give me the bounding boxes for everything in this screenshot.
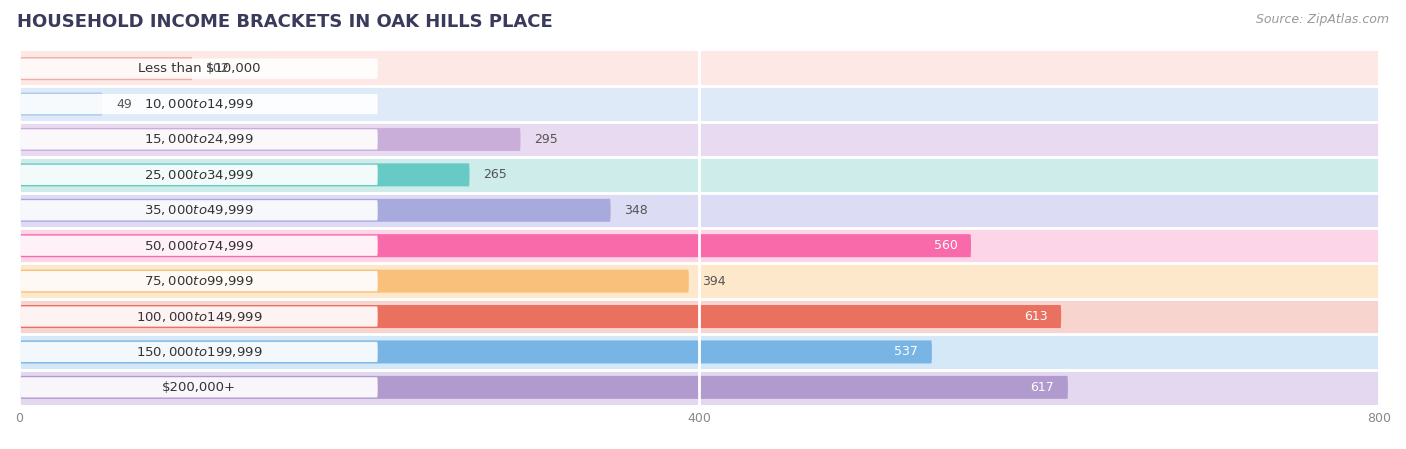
FancyBboxPatch shape <box>20 57 193 80</box>
FancyBboxPatch shape <box>21 94 378 114</box>
Text: 617: 617 <box>1031 381 1054 394</box>
Text: $25,000 to $34,999: $25,000 to $34,999 <box>145 168 254 182</box>
FancyBboxPatch shape <box>21 129 378 150</box>
FancyBboxPatch shape <box>20 92 103 115</box>
Text: 613: 613 <box>1024 310 1047 323</box>
Text: 49: 49 <box>115 97 132 110</box>
FancyBboxPatch shape <box>21 200 378 220</box>
FancyBboxPatch shape <box>20 163 470 186</box>
Text: 394: 394 <box>703 275 725 288</box>
FancyBboxPatch shape <box>21 165 378 185</box>
Text: 537: 537 <box>894 345 918 358</box>
FancyBboxPatch shape <box>21 271 378 291</box>
FancyBboxPatch shape <box>20 199 610 222</box>
FancyBboxPatch shape <box>20 269 689 293</box>
FancyBboxPatch shape <box>21 306 378 327</box>
FancyBboxPatch shape <box>20 370 1379 405</box>
Text: $100,000 to $149,999: $100,000 to $149,999 <box>136 309 263 324</box>
FancyBboxPatch shape <box>20 299 1379 334</box>
Text: $50,000 to $74,999: $50,000 to $74,999 <box>145 239 254 253</box>
FancyBboxPatch shape <box>20 340 932 363</box>
Text: Source: ZipAtlas.com: Source: ZipAtlas.com <box>1256 13 1389 26</box>
Text: 348: 348 <box>624 204 648 217</box>
FancyBboxPatch shape <box>20 86 1379 122</box>
FancyBboxPatch shape <box>21 377 378 397</box>
Text: HOUSEHOLD INCOME BRACKETS IN OAK HILLS PLACE: HOUSEHOLD INCOME BRACKETS IN OAK HILLS P… <box>17 13 553 31</box>
FancyBboxPatch shape <box>20 334 1379 370</box>
FancyBboxPatch shape <box>20 122 1379 157</box>
FancyBboxPatch shape <box>20 193 1379 228</box>
Text: 295: 295 <box>534 133 558 146</box>
FancyBboxPatch shape <box>20 157 1379 193</box>
FancyBboxPatch shape <box>20 305 1062 328</box>
Text: 265: 265 <box>484 168 506 181</box>
FancyBboxPatch shape <box>21 236 378 256</box>
Text: $150,000 to $199,999: $150,000 to $199,999 <box>136 345 263 359</box>
Text: 102: 102 <box>207 62 229 75</box>
FancyBboxPatch shape <box>20 228 1379 264</box>
Text: $15,000 to $24,999: $15,000 to $24,999 <box>145 132 254 146</box>
Text: Less than $10,000: Less than $10,000 <box>138 62 260 75</box>
Text: $200,000+: $200,000+ <box>162 381 236 394</box>
Text: $75,000 to $99,999: $75,000 to $99,999 <box>145 274 254 288</box>
Text: $10,000 to $14,999: $10,000 to $14,999 <box>145 97 254 111</box>
FancyBboxPatch shape <box>21 342 378 362</box>
FancyBboxPatch shape <box>20 376 1069 399</box>
FancyBboxPatch shape <box>20 51 1379 86</box>
FancyBboxPatch shape <box>21 58 378 79</box>
Text: $35,000 to $49,999: $35,000 to $49,999 <box>145 203 254 217</box>
FancyBboxPatch shape <box>20 128 520 151</box>
FancyBboxPatch shape <box>20 234 972 257</box>
Text: 560: 560 <box>934 239 957 252</box>
FancyBboxPatch shape <box>20 264 1379 299</box>
